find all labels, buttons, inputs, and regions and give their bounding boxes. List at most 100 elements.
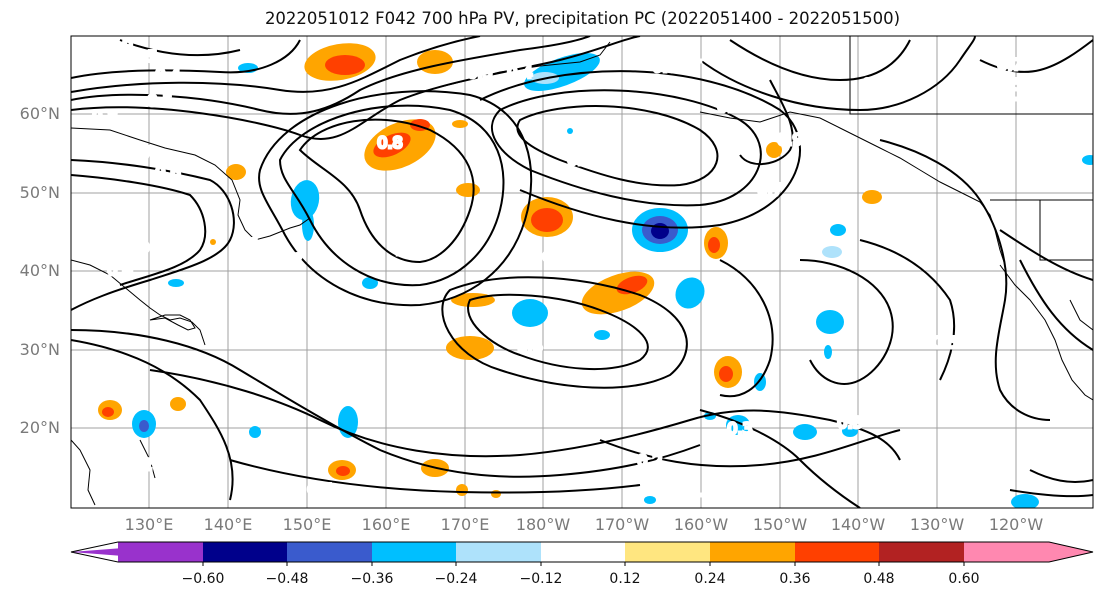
- colorbar-segment: [541, 542, 625, 562]
- precip-cell: [830, 224, 846, 236]
- contour-label: 0.4: [507, 63, 532, 82]
- precip-cell: [249, 426, 261, 438]
- contour-label: 0.2: [637, 451, 662, 470]
- contour-label: 0.2: [277, 250, 302, 269]
- precip-cell: [512, 299, 548, 327]
- pv-contour: [979, 39, 1093, 73]
- precip-cell: [675, 277, 705, 309]
- colorbar-tick-label: 0.24: [694, 571, 726, 587]
- contour-label: 0.8: [92, 107, 117, 126]
- contour-label: 0.2: [127, 455, 152, 474]
- contour-label: 0.5: [997, 75, 1022, 94]
- precip-cell: [102, 407, 114, 417]
- contour-label: 0.3: [977, 37, 1002, 56]
- pv-contour: [999, 229, 1093, 281]
- contour-label: 0.5: [647, 315, 672, 334]
- contour-label: 0.5: [467, 63, 492, 82]
- precip-cell: [336, 466, 350, 476]
- contour-label: 0.8: [467, 145, 492, 164]
- contour-label: 0.5: [645, 45, 670, 64]
- pv-contour: [71, 174, 207, 286]
- contour-label: 0.8: [867, 213, 892, 232]
- pv-contour: [149, 369, 901, 461]
- contour-label: 0.9: [777, 130, 802, 149]
- pv-contour: [71, 329, 701, 478]
- lat-label: 60°N: [19, 104, 60, 123]
- contour-label: 0.3: [1017, 357, 1042, 376]
- precip-cell: [325, 55, 365, 75]
- colorbar-segment: [795, 542, 879, 562]
- pv-contour: [729, 39, 911, 82]
- pv-contour: [71, 36, 641, 141]
- colorbar-tick-label: 0.12: [609, 571, 641, 587]
- lon-label: 160°W: [673, 515, 729, 534]
- contour-label: 0.5: [132, 47, 157, 66]
- pv-contour: [516, 105, 719, 187]
- coastline: [999, 264, 1093, 401]
- precip-cell: [842, 425, 858, 437]
- precip-cell: [302, 209, 314, 241]
- pv-contour: [71, 36, 591, 115]
- pv-contour: [1019, 259, 1093, 351]
- precip-cell: [170, 397, 186, 411]
- pv-contour: [467, 293, 649, 371]
- lat-label: 20°N: [19, 418, 60, 437]
- precip-cell: [362, 277, 378, 289]
- lon-label: 130°W: [909, 515, 965, 534]
- pv-contour: [71, 339, 234, 501]
- pv-contour: [298, 118, 475, 264]
- colorbar-tick-label: −0.12: [519, 571, 563, 587]
- lat-label: 50°N: [19, 183, 60, 202]
- precip-cell: [446, 336, 494, 360]
- pv-contour: [229, 459, 641, 494]
- precip-cell: [567, 128, 573, 134]
- lon-label: 180°W: [515, 515, 571, 534]
- contour-label: 0.2: [252, 305, 277, 324]
- contour-label: 0.6: [517, 337, 542, 356]
- pv-contour: [859, 239, 956, 381]
- contour-label: 0.4: [687, 47, 712, 66]
- pv-contour: [739, 79, 794, 166]
- lon-label: 140°E: [203, 515, 253, 534]
- precip-cell: [594, 330, 610, 340]
- contour-label: 0.5: [932, 333, 957, 352]
- precip-cell: [226, 164, 246, 180]
- colorbar-tick-label: 0.36: [779, 571, 811, 587]
- contour-label: 0.4: [107, 260, 132, 279]
- contour-label: 0.7: [997, 55, 1022, 74]
- contour-label: 1.0: [395, 240, 420, 259]
- contour-label: 0.3: [139, 238, 164, 257]
- pv-contour: [599, 429, 901, 468]
- contour-label: 0.4: [237, 473, 262, 492]
- colorbar-segment: [625, 542, 710, 562]
- colorbar-segment: [287, 542, 372, 562]
- colorbar-segment: [879, 542, 964, 562]
- precip-cell: [1011, 494, 1039, 508]
- colorbar-tick-label: −0.60: [181, 571, 225, 587]
- pv-contour: [699, 409, 861, 508]
- precip-cell: [824, 345, 832, 359]
- pv-contour: [699, 36, 976, 112]
- colorbar-segment: [372, 542, 456, 562]
- pv-contour: [719, 259, 774, 398]
- contour-label: 0.6: [527, 247, 552, 266]
- contour-label: 0.8: [377, 133, 402, 152]
- pv-contour: [479, 70, 801, 229]
- contour-labels: 0.60.50.40.50.80.70.60.5 0.41.00.80.30.20…: [91, 33, 1054, 502]
- coastline: [139, 439, 156, 479]
- colorbar-tick-label: −0.36: [350, 571, 394, 587]
- lon-label: 130°E: [124, 515, 174, 534]
- contour-label: 0.2: [197, 467, 222, 486]
- precip-cell: [766, 142, 782, 158]
- contour-label: 0.5: [1002, 85, 1027, 104]
- coastline: [71, 439, 96, 506]
- precip-cell: [139, 420, 149, 432]
- precip-cell: [168, 279, 184, 287]
- contour-label: 0.7: [232, 235, 257, 254]
- contour-label: 0.6: [107, 33, 132, 52]
- precip-cell: [793, 424, 817, 440]
- pv-contour: [490, 89, 762, 207]
- precip-cell: [452, 120, 468, 128]
- lon-label: 150°W: [752, 515, 808, 534]
